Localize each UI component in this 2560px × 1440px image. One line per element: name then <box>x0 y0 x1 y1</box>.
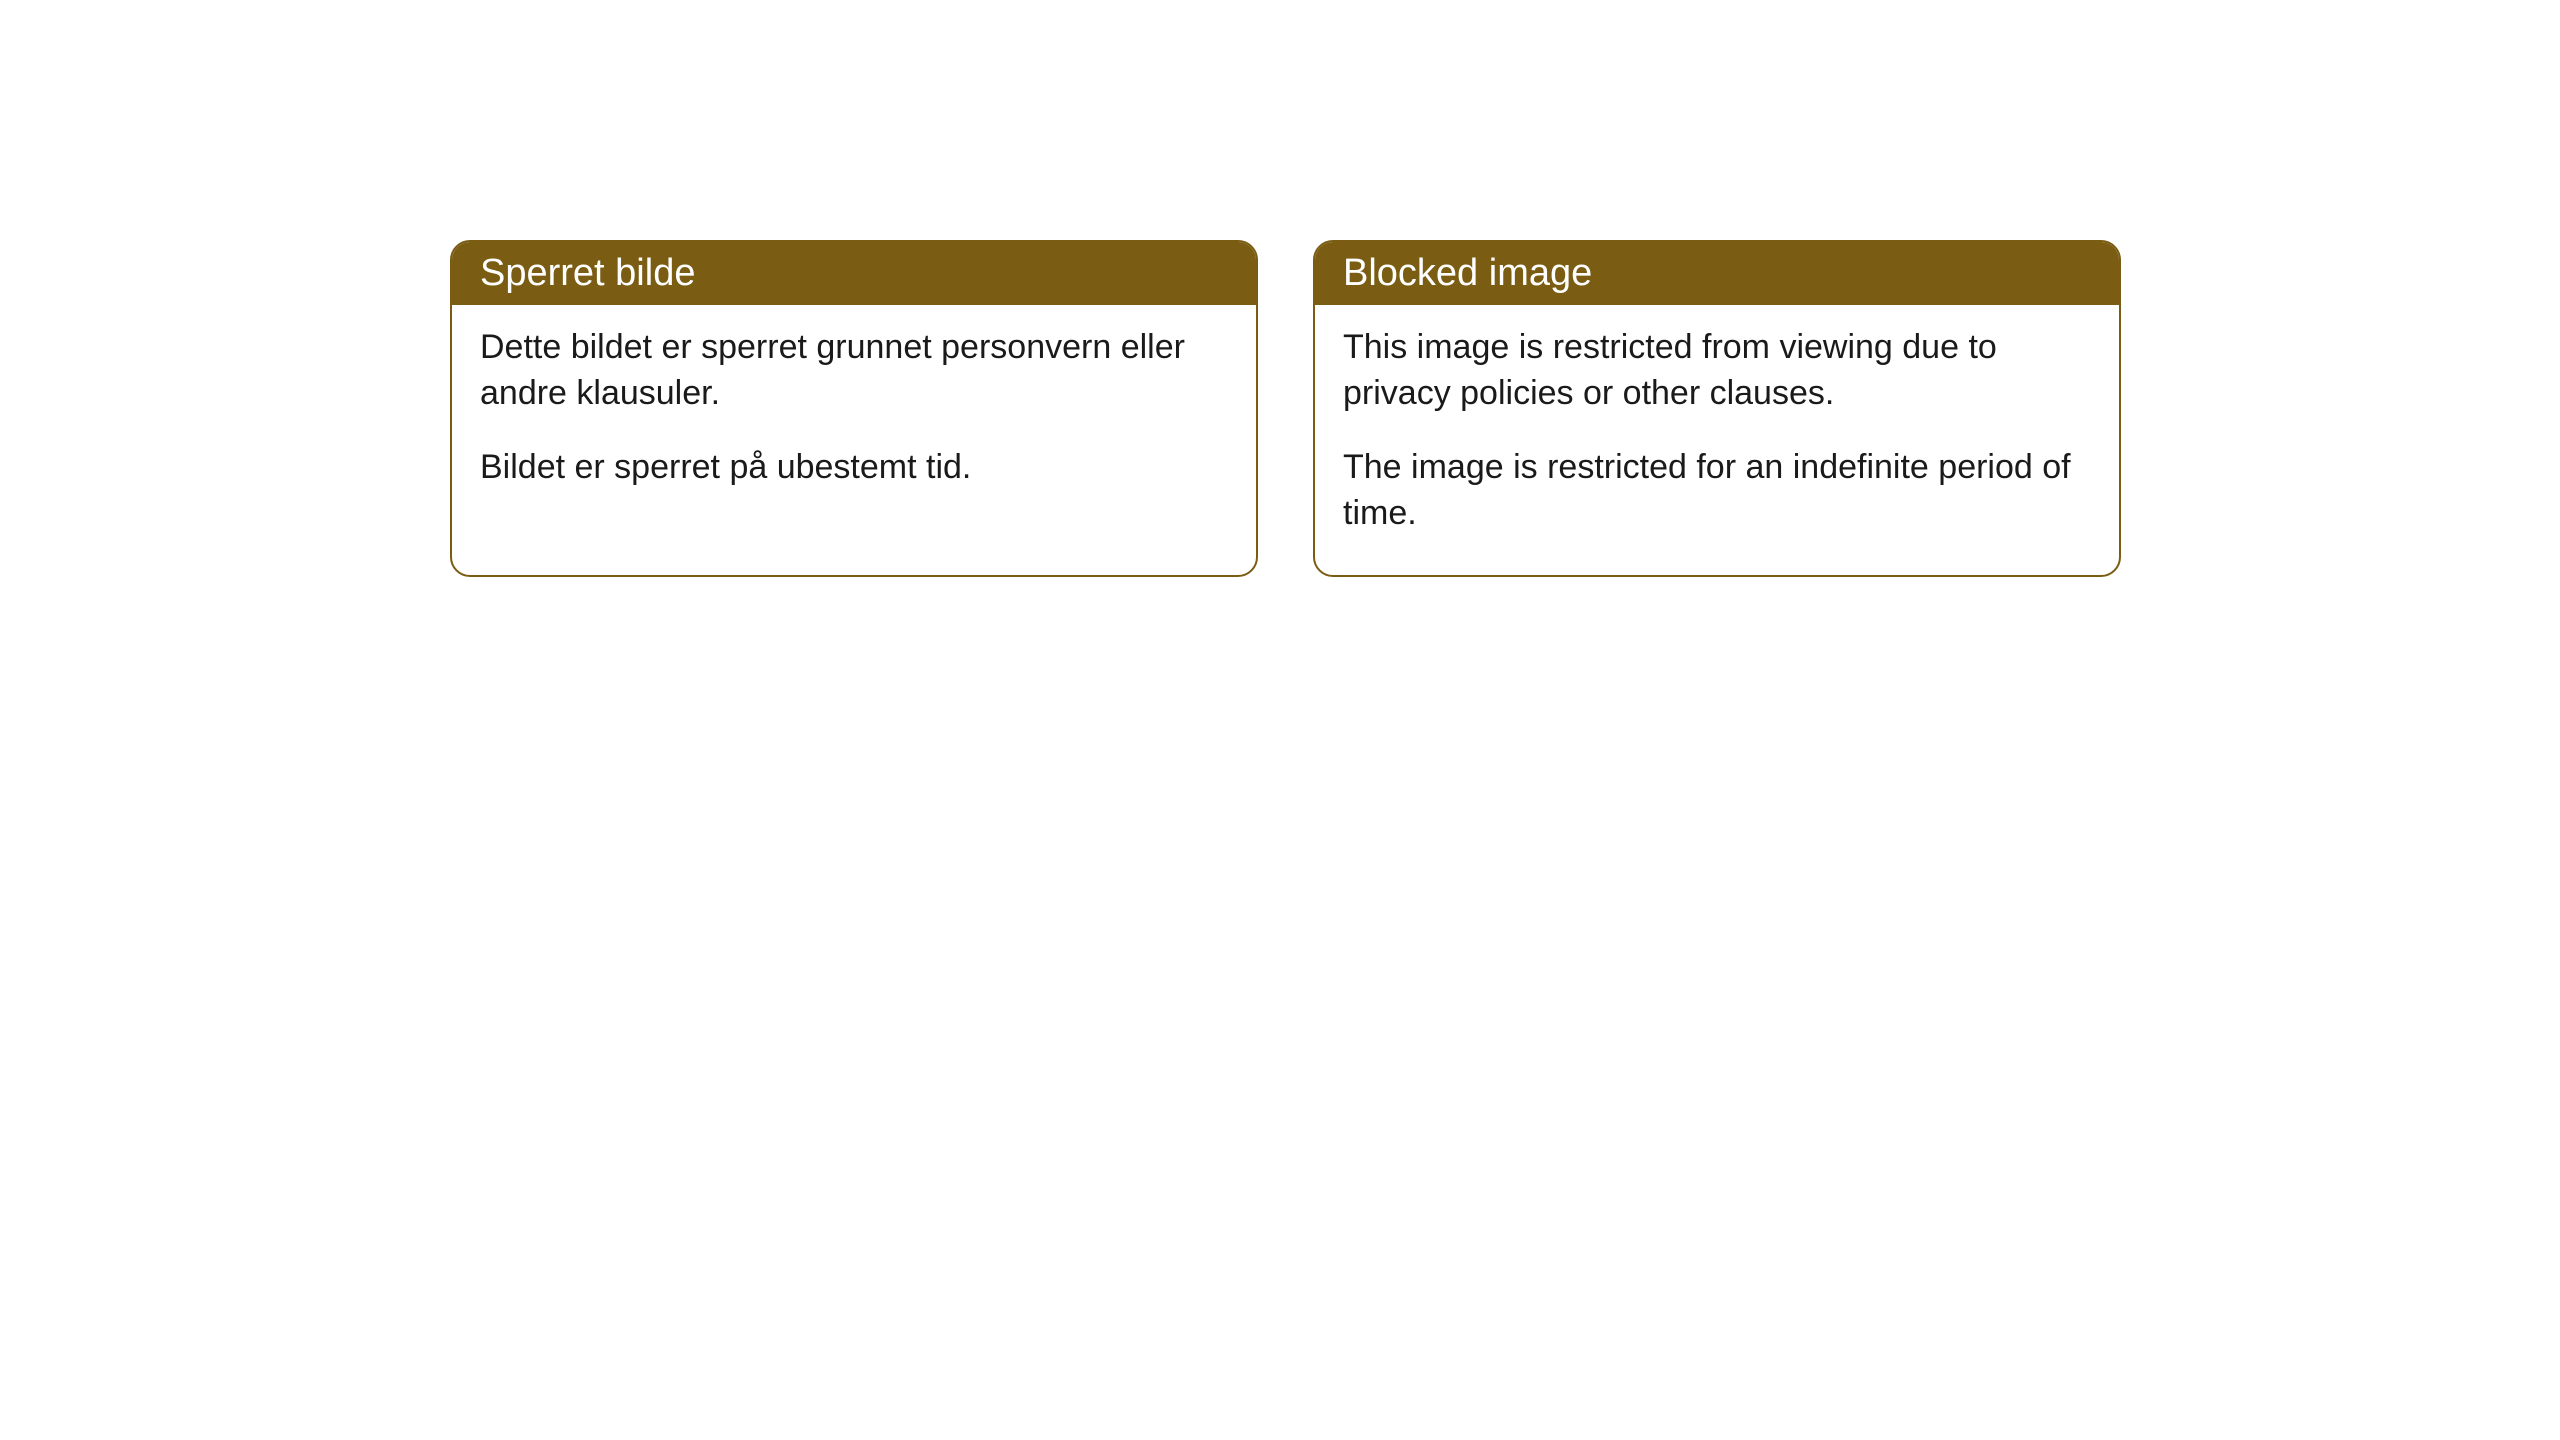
notice-card-english: Blocked image This image is restricted f… <box>1313 240 2121 577</box>
notice-header-norwegian: Sperret bilde <box>452 242 1256 305</box>
notice-body-norwegian: Dette bildet er sperret grunnet personve… <box>452 305 1256 529</box>
notice-paragraph-2-norwegian: Bildet er sperret på ubestemt tid. <box>480 445 1228 491</box>
notice-paragraph-1-norwegian: Dette bildet er sperret grunnet personve… <box>480 325 1228 417</box>
notice-paragraph-2-english: The image is restricted for an indefinit… <box>1343 445 2091 537</box>
notice-card-norwegian: Sperret bilde Dette bildet er sperret gr… <box>450 240 1258 577</box>
notice-header-english: Blocked image <box>1315 242 2119 305</box>
notice-title-norwegian: Sperret bilde <box>480 252 695 294</box>
notice-container: Sperret bilde Dette bildet er sperret gr… <box>450 240 2121 577</box>
notice-body-english: This image is restricted from viewing du… <box>1315 305 2119 575</box>
notice-paragraph-1-english: This image is restricted from viewing du… <box>1343 325 2091 417</box>
notice-title-english: Blocked image <box>1343 252 1592 294</box>
